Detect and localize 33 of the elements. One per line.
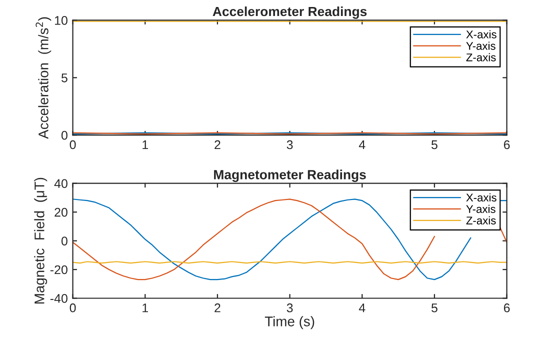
y-tick-label: -40	[50, 294, 68, 303]
x-tick-label: 6	[504, 140, 510, 150]
x-tick-label: 2	[214, 140, 220, 150]
legend-label: Y-axis	[466, 42, 496, 50]
x-tick-label: 6	[504, 303, 510, 312]
legend-label: Y-axis	[466, 204, 496, 213]
chart-title: Accelerometer Readings	[212, 6, 367, 19]
y-tick-label: 10	[54, 16, 68, 25]
x-tick-label: 4	[358, 304, 366, 312]
x-tick-label: 1	[142, 304, 148, 312]
x-axis-title: Time (s)	[264, 316, 314, 330]
x-tick-label: 0	[70, 140, 76, 150]
x-tick-label: 3	[286, 303, 293, 312]
y-axis-title: Magnetic Field (μT)	[34, 178, 48, 304]
x-tick-label: 3	[286, 140, 293, 150]
legend-label: X-axis	[466, 30, 496, 38]
y-tick-label: 0	[61, 130, 68, 140]
legend-label: X-axis	[466, 193, 496, 202]
y-tick-label: 40	[54, 179, 68, 188]
y-axis-title: Acceleration (m/s$^{2}$)	[36, 17, 52, 139]
y-tick-label: 5	[61, 74, 68, 82]
x-tick-label: 1	[142, 140, 148, 150]
x-tick-label: 2	[214, 303, 220, 312]
x-tick-label: 4	[358, 140, 366, 150]
x-tick-label: 0	[70, 303, 76, 312]
y-tick-label: -20	[50, 265, 68, 274]
x-tick-label: 5	[431, 304, 438, 312]
y-tick-label: 0	[61, 236, 68, 246]
chart-title: Magnetometer Readings	[214, 170, 366, 182]
legend-label: Z-axis	[466, 216, 496, 224]
y-tick-label: 20	[54, 208, 68, 217]
x-tick-label: 5	[431, 140, 438, 150]
legend-label: Z-axis	[466, 53, 496, 62]
